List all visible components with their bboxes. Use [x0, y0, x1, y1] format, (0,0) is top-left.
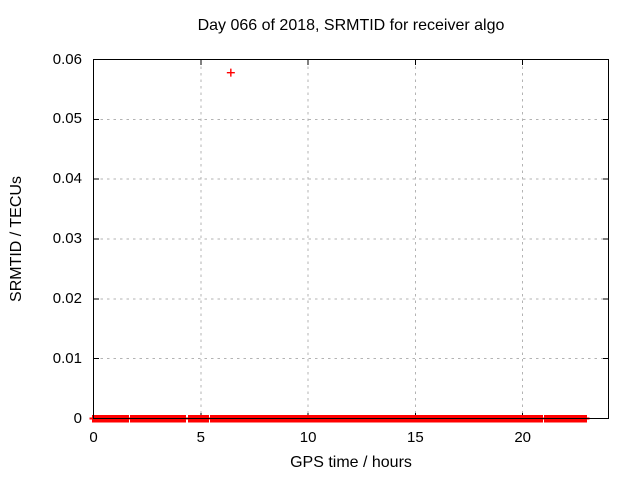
y-tick-label: 0.02 — [52, 289, 82, 307]
plot-border — [93, 59, 609, 419]
y-tick-label: 0.03 — [52, 230, 82, 247]
x-tick-label: 15 — [407, 429, 424, 446]
x-tick-label: 0 — [89, 429, 98, 446]
x-tick-label: 20 — [514, 429, 531, 446]
y-tick-label: 0.04 — [52, 170, 82, 188]
x-tick-label: 5 — [196, 429, 205, 446]
chart-title: Day 066 of 2018, SRMTID for receiver alg… — [197, 17, 505, 34]
x-axis-label: GPS time / hours — [290, 454, 412, 471]
y-tick-label: 0.01 — [52, 349, 82, 367]
plot-area — [89, 59, 609, 423]
x-tick-label: 10 — [299, 429, 317, 446]
y-axis-label: SRMTID / TECUs — [8, 176, 25, 302]
y-tick-label: 0 — [73, 409, 82, 427]
y-tick-label: 0.06 — [52, 50, 82, 68]
y-tick-label: 0.05 — [52, 110, 82, 128]
outlier-plus-marker — [226, 68, 235, 77]
